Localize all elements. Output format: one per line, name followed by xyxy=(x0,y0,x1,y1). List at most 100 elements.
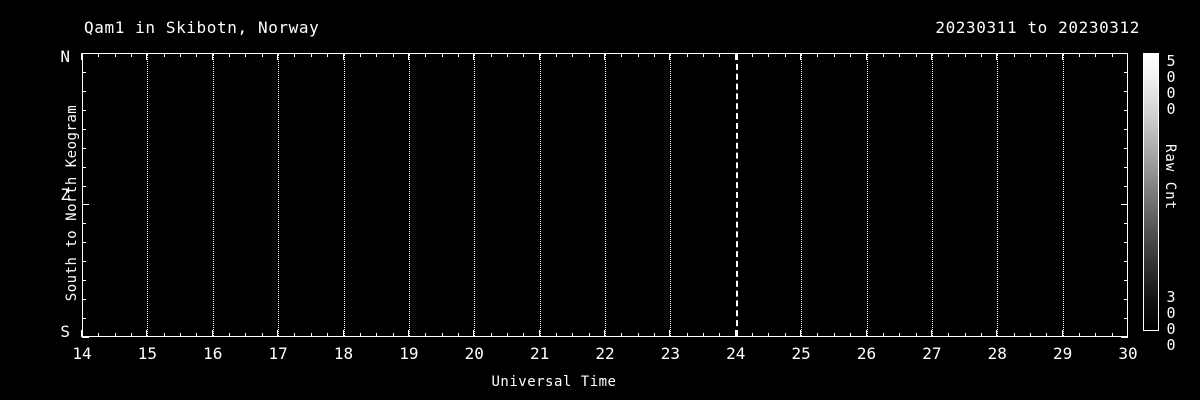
x-tick-minor xyxy=(229,333,230,337)
y-tick-minor xyxy=(1124,223,1128,224)
x-tick-major xyxy=(211,330,213,337)
y-tick-minor xyxy=(82,91,86,92)
x-tick-minor xyxy=(654,333,655,337)
x-tick-minor xyxy=(507,333,508,337)
x-tick-minor xyxy=(621,333,622,337)
x-tick-minor xyxy=(687,333,688,337)
x-tick-major xyxy=(473,330,475,337)
x-tick-label: 26 xyxy=(856,344,877,363)
keogram-image-area xyxy=(83,54,1127,336)
x-tick-minor xyxy=(1014,53,1015,57)
x-tick-major xyxy=(865,53,867,60)
x-tick-minor xyxy=(621,53,622,57)
y-tick-minor xyxy=(1124,110,1128,111)
x-axis-title-text: Universal Time xyxy=(491,374,617,390)
gridline-vertical xyxy=(212,54,214,336)
y-tick-major xyxy=(82,53,89,54)
x-tick-minor xyxy=(327,53,328,57)
colorbar-max-label: 5000 xyxy=(1162,52,1180,116)
x-tick-major xyxy=(146,53,148,60)
colorbar-title: Raw Cnt xyxy=(1162,144,1178,211)
x-tick-label: 24 xyxy=(726,344,746,363)
y-tick-minor xyxy=(82,261,86,262)
y-tick-major xyxy=(82,204,89,205)
x-tick-major xyxy=(538,53,540,60)
y-tick-minor xyxy=(1124,186,1128,187)
x-tick-major xyxy=(407,53,409,60)
x-tick-minor xyxy=(180,333,181,337)
x-tick-minor xyxy=(719,333,720,337)
x-tick-minor xyxy=(245,53,246,57)
y-tick-minor xyxy=(1124,91,1128,92)
x-tick-major xyxy=(81,53,82,60)
x-tick-minor xyxy=(98,333,99,337)
x-tick-major xyxy=(800,53,802,60)
y-tick-label-s: S xyxy=(60,322,70,341)
x-tick-minor xyxy=(883,333,884,337)
gridline-vertical xyxy=(408,54,410,336)
x-tick-minor xyxy=(948,333,949,337)
x-tick-minor xyxy=(654,53,655,57)
x-tick-minor xyxy=(393,333,394,337)
x-axis-title: Universal Time xyxy=(0,374,1200,390)
y-tick-minor xyxy=(82,167,86,168)
gridline-vertical xyxy=(1062,54,1064,336)
x-tick-minor xyxy=(458,53,459,57)
x-tick-minor xyxy=(196,53,197,57)
y-tick-major xyxy=(1121,53,1128,54)
y-tick-minor xyxy=(1124,299,1128,300)
gridline-vertical xyxy=(605,54,606,336)
x-tick-minor xyxy=(425,333,426,337)
x-tick-minor xyxy=(491,333,492,337)
x-tick-minor xyxy=(981,53,982,57)
x-tick-minor xyxy=(1079,53,1080,57)
gridline-vertical xyxy=(866,54,868,336)
x-tick-major xyxy=(996,330,998,337)
x-tick-label: 23 xyxy=(660,344,681,363)
x-tick-minor xyxy=(1095,53,1096,57)
x-tick-major xyxy=(1127,53,1128,60)
y-axis-title: South to North Keogram xyxy=(64,104,80,302)
gridline-vertical xyxy=(670,54,672,336)
x-tick-major xyxy=(407,330,409,337)
x-tick-major xyxy=(930,53,932,60)
x-tick-label: 19 xyxy=(399,344,419,363)
x-tick-minor xyxy=(589,53,590,57)
x-tick-minor xyxy=(376,53,377,57)
x-tick-label: 29 xyxy=(1052,344,1073,363)
y-tick-minor xyxy=(1124,129,1128,130)
y-tick-minor xyxy=(1124,280,1128,281)
x-tick-major xyxy=(865,330,867,337)
x-tick-minor xyxy=(1046,53,1047,57)
x-tick-minor xyxy=(572,53,573,57)
colorbar xyxy=(1143,53,1159,331)
x-tick-minor xyxy=(115,53,116,57)
y-tick-minor xyxy=(82,223,86,224)
x-tick-major xyxy=(342,330,344,337)
x-tick-label: 15 xyxy=(137,344,158,363)
x-tick-minor xyxy=(425,53,426,57)
colorbar-min-label: 3000 xyxy=(1162,288,1180,352)
x-tick-label: 21 xyxy=(529,344,550,363)
x-tick-minor xyxy=(262,53,263,57)
x-tick-minor xyxy=(768,53,769,57)
x-tick-minor xyxy=(556,53,557,57)
x-tick-minor xyxy=(294,53,295,57)
x-tick-minor xyxy=(948,53,949,57)
x-tick-minor xyxy=(115,333,116,337)
colorbar-gradient xyxy=(1143,53,1159,331)
x-tick-minor xyxy=(1112,53,1113,57)
x-tick-label: 22 xyxy=(595,344,615,363)
x-tick-minor xyxy=(981,333,982,337)
x-tick-major xyxy=(1061,53,1063,60)
x-tick-minor xyxy=(638,333,639,337)
x-tick-major xyxy=(669,330,671,337)
x-tick-major xyxy=(81,330,82,337)
vline-midnight-marker xyxy=(735,54,738,336)
x-tick-minor xyxy=(687,53,688,57)
y-tick-label-z: Z xyxy=(60,185,70,204)
x-tick-minor xyxy=(164,333,165,337)
x-tick-minor xyxy=(965,333,966,337)
y-tick-minor xyxy=(82,129,86,130)
x-tick-minor xyxy=(376,333,377,337)
